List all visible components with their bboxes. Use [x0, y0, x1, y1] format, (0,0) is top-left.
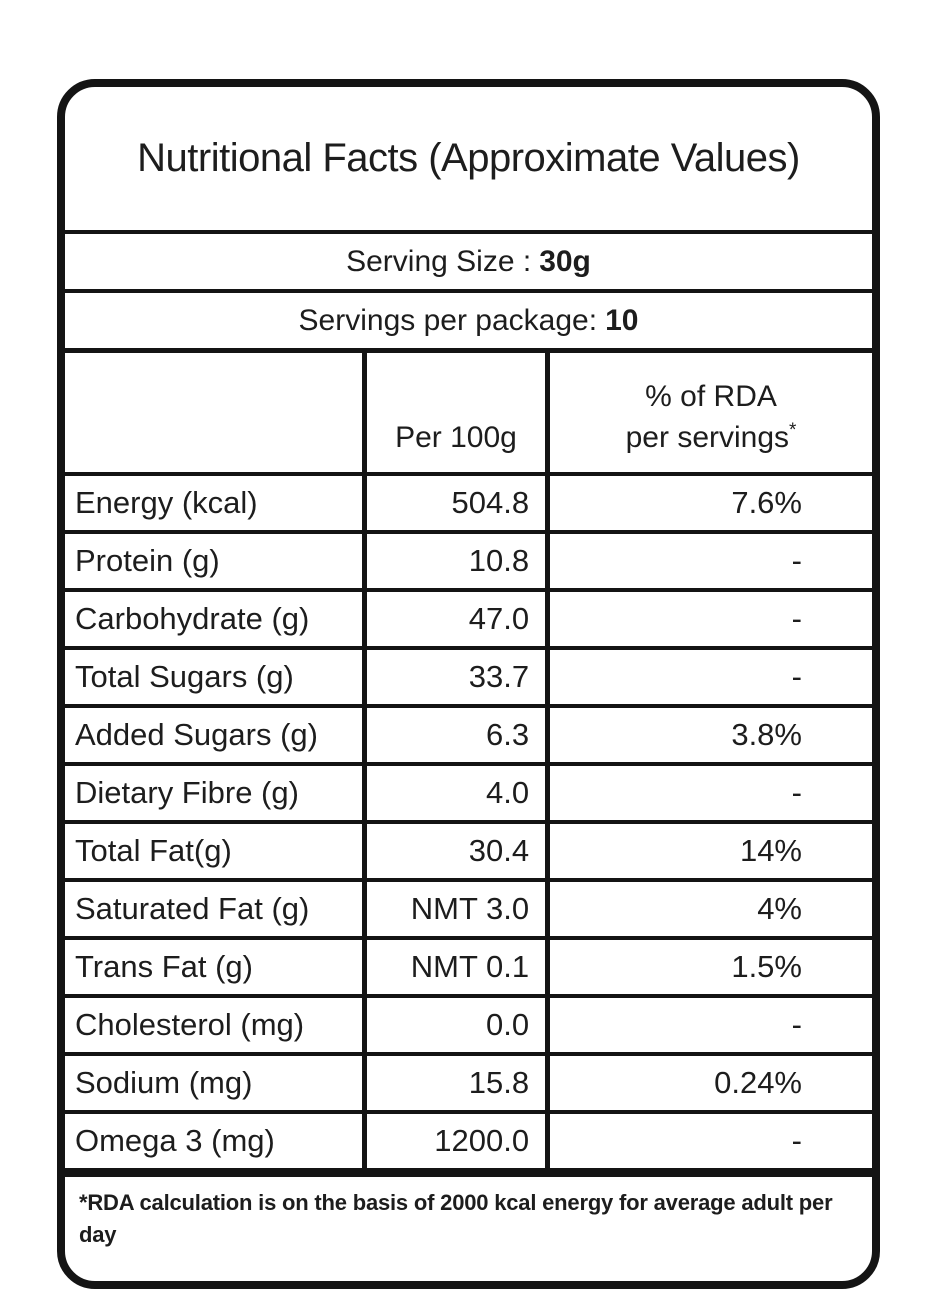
- nutrient-name: Dietary Fibre (g): [65, 762, 367, 824]
- header-rda-line2: per servings: [625, 420, 790, 454]
- serving-size-value: 30g: [539, 244, 591, 278]
- label-title: Nutritional Facts (Approximate Values): [137, 136, 800, 180]
- servings-per-package-row: Servings per package: 10: [65, 289, 872, 348]
- rda-percent-value: -: [545, 762, 872, 824]
- rda-percent-value: -: [545, 530, 872, 592]
- table-row: Trans Fat (g) NMT 0.1 1.5%: [65, 936, 872, 998]
- rda-percent-value: 7.6%: [545, 472, 872, 534]
- nutrient-name: Protein (g): [65, 530, 367, 592]
- per-100g-value: NMT 3.0: [361, 878, 551, 940]
- nutrient-name: Sodium (mg): [65, 1052, 367, 1114]
- table-row: Energy (kcal) 504.8 7.6%: [65, 472, 872, 534]
- per-100g-value: 1200.0: [361, 1110, 551, 1172]
- per-100g-value: NMT 0.1: [361, 936, 551, 998]
- rda-percent-value: 1.5%: [545, 936, 872, 998]
- nutrient-name: Added Sugars (g): [65, 704, 367, 766]
- header-per-100g-cell: Per 100g: [361, 350, 551, 476]
- table-row: Sodium (mg) 15.8 0.24%: [65, 1052, 872, 1114]
- per-100g-value: 33.7: [361, 646, 551, 708]
- nutrient-name: Trans Fat (g): [65, 936, 367, 998]
- header-rda-cell: % of RDA per servings*: [545, 350, 872, 476]
- nutrition-label: Nutritional Facts (Approximate Values) S…: [57, 79, 880, 1289]
- per-100g-value: 0.0: [361, 994, 551, 1056]
- nutrient-name: Total Fat(g): [65, 820, 367, 882]
- rda-percent-value: 4%: [545, 878, 872, 940]
- servings-per-package-value: 10: [605, 303, 639, 337]
- rda-asterisk: *: [789, 419, 797, 441]
- table-row: Carbohydrate (g) 47.0 -: [65, 588, 872, 650]
- per-100g-value: 47.0: [361, 588, 551, 650]
- table-row: Total Fat(g) 30.4 14%: [65, 820, 872, 882]
- rda-percent-value: -: [545, 1110, 872, 1172]
- table-row: Total Sugars (g) 33.7 -: [65, 646, 872, 708]
- per-100g-value: 15.8: [361, 1052, 551, 1114]
- table-row: Protein (g) 10.8 -: [65, 530, 872, 592]
- per-100g-value: 504.8: [361, 472, 551, 534]
- header-rda-line1: % of RDA: [645, 380, 777, 413]
- rda-percent-value: -: [545, 588, 872, 650]
- serving-size-label: Serving Size :: [346, 244, 532, 278]
- nutrient-name: Saturated Fat (g): [65, 878, 367, 940]
- rda-percent-value: -: [545, 646, 872, 708]
- table-row: Saturated Fat (g) NMT 3.0 4%: [65, 878, 872, 940]
- nutrient-name: Omega 3 (mg): [65, 1110, 367, 1172]
- table-row: Added Sugars (g) 6.3 3.8%: [65, 704, 872, 766]
- serving-size-row: Serving Size : 30g: [65, 230, 872, 289]
- rda-percent-value: -: [545, 994, 872, 1056]
- table-header-row: Per 100g % of RDA per servings*: [65, 350, 872, 476]
- per-100g-value: 4.0: [361, 762, 551, 824]
- table-row: Cholesterol (mg) 0.0 -: [65, 994, 872, 1056]
- rda-percent-value: 0.24%: [545, 1052, 872, 1114]
- table-row: Dietary Fibre (g) 4.0 -: [65, 762, 872, 824]
- table-row: Omega 3 (mg) 1200.0 -: [65, 1110, 872, 1172]
- nutrient-name: Carbohydrate (g): [65, 588, 367, 650]
- per-100g-value: 10.8: [361, 530, 551, 592]
- facts-table: Per 100g % of RDA per servings* Energy (k…: [65, 348, 872, 1172]
- per-100g-value: 6.3: [361, 704, 551, 766]
- rda-percent-value: 3.8%: [545, 704, 872, 766]
- footnote: *RDA calculation is on the basis of 2000…: [65, 1172, 872, 1281]
- per-100g-value: 30.4: [361, 820, 551, 882]
- servings-per-package-label: Servings per package:: [298, 303, 598, 337]
- rda-percent-value: 14%: [545, 820, 872, 882]
- nutrient-name: Total Sugars (g): [65, 646, 367, 708]
- header-nutrient-cell: [65, 350, 367, 476]
- nutrient-name: Cholesterol (mg): [65, 994, 367, 1056]
- nutrient-name: Energy (kcal): [65, 472, 367, 534]
